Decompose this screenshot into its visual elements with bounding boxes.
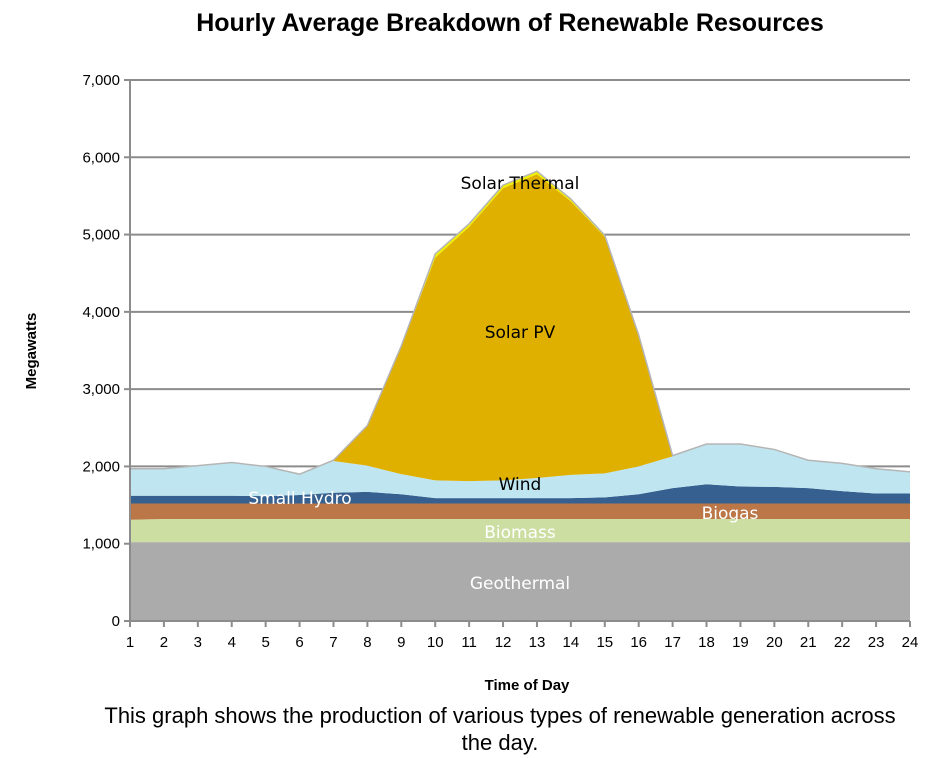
area-layers bbox=[130, 170, 911, 621]
y-tick-label: 1,000 bbox=[82, 536, 120, 553]
x-tick-label: 14 bbox=[563, 634, 580, 651]
x-tick-label: 16 bbox=[630, 634, 647, 651]
series-label-geothermal: Geothermal bbox=[470, 574, 570, 594]
y-axis-label: Megawatts bbox=[23, 313, 40, 390]
x-tick-label: 2 bbox=[160, 634, 168, 651]
series-label-small-hydro: Small Hydro bbox=[248, 489, 351, 509]
y-tick-label: 5,000 bbox=[82, 227, 120, 244]
series-label-solar-thermal: Solar Thermal bbox=[461, 174, 580, 194]
area-solar-pv bbox=[130, 174, 910, 482]
y-tick-label: 7,000 bbox=[82, 72, 120, 89]
x-tick-label: 19 bbox=[732, 634, 749, 651]
area-biogas bbox=[130, 503, 910, 520]
x-tick-label: 5 bbox=[261, 634, 269, 651]
series-label-solar-pv: Solar PV bbox=[485, 323, 556, 343]
caption: This graph shows the production of vario… bbox=[104, 703, 896, 755]
x-tick-label: 20 bbox=[766, 634, 783, 651]
x-tick-label: 11 bbox=[461, 634, 477, 651]
x-tick-label: 13 bbox=[529, 634, 546, 651]
y-tick-label: 6,000 bbox=[82, 149, 120, 166]
y-tick-label: 0 bbox=[112, 613, 120, 630]
x-tick-label: 9 bbox=[397, 634, 405, 651]
x-tick-label: 24 bbox=[902, 634, 919, 651]
y-tick-label: 2,000 bbox=[82, 458, 120, 475]
x-tick-label: 4 bbox=[228, 634, 236, 651]
chart-title: Hourly Average Breakdown of Renewable Re… bbox=[196, 9, 824, 37]
total-outline bbox=[130, 170, 911, 475]
x-tick-label: 12 bbox=[495, 634, 512, 651]
x-tick-label: 15 bbox=[596, 634, 613, 651]
area-wind bbox=[130, 444, 910, 499]
area-small-hydro bbox=[130, 484, 910, 504]
x-tick-label: 1 bbox=[126, 634, 134, 651]
x-tick-label: 17 bbox=[664, 634, 681, 651]
area-geothermal bbox=[130, 542, 910, 621]
area-biomass bbox=[130, 518, 910, 543]
series-label-biomass: Biomass bbox=[484, 523, 556, 543]
x-axis-label: Time of Day bbox=[485, 677, 570, 694]
x-tick-label: 18 bbox=[698, 634, 715, 651]
x-tick-label: 6 bbox=[295, 634, 303, 651]
series-labels: Geothermal Biomass Biogas Small Hydro Wind So… bbox=[248, 174, 758, 594]
series-label-biogas: Biogas bbox=[702, 504, 759, 524]
series-label-wind: Wind bbox=[499, 475, 542, 495]
y-tick-label: 4,000 bbox=[82, 304, 120, 321]
x-tick-label: 3 bbox=[194, 634, 202, 651]
x-tick-label: 7 bbox=[329, 634, 337, 651]
x-tick-label: 8 bbox=[363, 634, 371, 651]
x-tick-label: 10 bbox=[427, 634, 444, 651]
x-tick-label: 22 bbox=[834, 634, 851, 651]
x-tick-label: 23 bbox=[868, 634, 885, 651]
y-tick-label: 3,000 bbox=[82, 381, 120, 398]
x-tick-label: 21 bbox=[800, 634, 817, 651]
